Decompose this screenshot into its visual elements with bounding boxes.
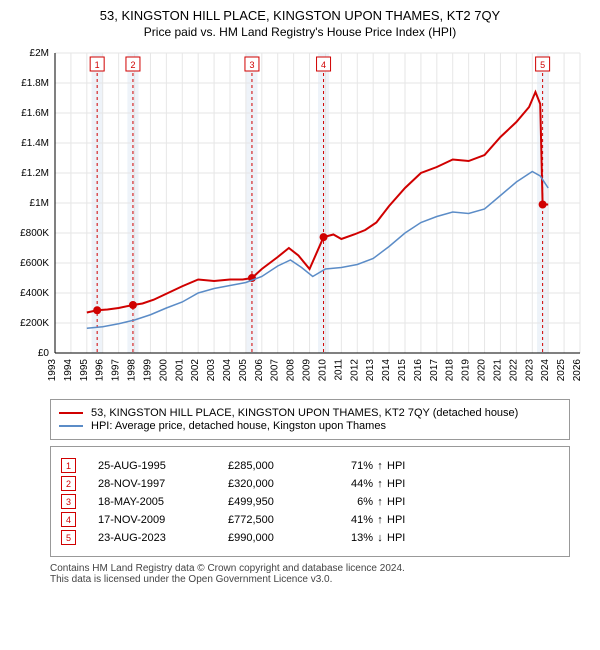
transaction-hpi-label: HPI xyxy=(387,460,417,472)
svg-text:2014: 2014 xyxy=(381,359,392,382)
chart-title-line2: Price paid vs. HM Land Registry's House … xyxy=(0,25,600,39)
legend-item: HPI: Average price, detached house, King… xyxy=(59,420,561,432)
transaction-price: £990,000 xyxy=(228,532,333,544)
transaction-marker: 1 xyxy=(61,458,76,473)
transaction-date: 25-AUG-1995 xyxy=(98,460,228,472)
svg-text:£600K: £600K xyxy=(20,258,49,269)
transaction-pct: 41% xyxy=(333,514,373,526)
footer-line2: This data is licensed under the Open Gov… xyxy=(50,574,570,585)
svg-text:1997: 1997 xyxy=(111,359,122,382)
svg-text:2002: 2002 xyxy=(190,359,201,382)
transaction-hpi-label: HPI xyxy=(387,514,417,526)
arrow-up-icon: ↑ xyxy=(373,496,387,508)
svg-text:£200K: £200K xyxy=(20,318,49,329)
svg-text:£1.4M: £1.4M xyxy=(21,138,49,149)
svg-text:2016: 2016 xyxy=(413,359,424,382)
legend-swatch xyxy=(59,412,83,414)
svg-text:2: 2 xyxy=(130,60,135,70)
transactions-table: 125-AUG-1995£285,00071%↑HPI228-NOV-1997£… xyxy=(50,446,570,557)
svg-text:3: 3 xyxy=(249,60,254,70)
svg-text:2011: 2011 xyxy=(333,359,344,381)
svg-text:2021: 2021 xyxy=(492,359,503,382)
arrow-down-icon: ↓ xyxy=(373,532,387,544)
svg-text:£1.2M: £1.2M xyxy=(21,168,49,179)
svg-text:2024: 2024 xyxy=(540,359,551,382)
svg-text:2015: 2015 xyxy=(397,359,408,382)
price-chart: £0 £200K £400K £600K £800K £1M £1.2M £1.4M £1.6M… xyxy=(0,43,600,393)
svg-text:1994: 1994 xyxy=(63,359,74,382)
svg-text:2025: 2025 xyxy=(556,359,567,382)
legend-label: HPI: Average price, detached house, King… xyxy=(91,420,386,432)
legend-item: 53, KINGSTON HILL PLACE, KINGSTON UPON T… xyxy=(59,407,561,419)
svg-text:2026: 2026 xyxy=(572,359,583,382)
transaction-marker: 4 xyxy=(61,512,76,527)
transaction-date: 28-NOV-1997 xyxy=(98,478,228,490)
svg-text:2007: 2007 xyxy=(270,359,281,382)
transaction-hpi-label: HPI xyxy=(387,478,417,490)
svg-text:2006: 2006 xyxy=(254,359,265,382)
transaction-date: 23-AUG-2023 xyxy=(98,532,228,544)
legend: 53, KINGSTON HILL PLACE, KINGSTON UPON T… xyxy=(50,399,570,440)
transaction-row: 1 25-AUG-1995£285,00071%↑HPI xyxy=(61,458,559,473)
svg-text:£1.8M: £1.8M xyxy=(21,78,49,89)
svg-text:£0: £0 xyxy=(38,348,50,359)
svg-text:1998: 1998 xyxy=(127,359,138,382)
svg-text:2022: 2022 xyxy=(508,359,519,382)
svg-text:2023: 2023 xyxy=(524,359,535,382)
transaction-pct: 71% xyxy=(333,460,373,472)
chart-title-line1: 53, KINGSTON HILL PLACE, KINGSTON UPON T… xyxy=(0,8,600,23)
svg-text:2008: 2008 xyxy=(286,359,297,382)
transaction-row: 4 17-NOV-2009£772,50041%↑HPI xyxy=(61,512,559,527)
svg-text:£800K: £800K xyxy=(20,228,49,239)
svg-text:1995: 1995 xyxy=(79,359,90,382)
svg-text:2009: 2009 xyxy=(302,359,313,382)
transaction-date: 17-NOV-2009 xyxy=(98,514,228,526)
arrow-up-icon: ↑ xyxy=(373,514,387,526)
arrow-up-icon: ↑ xyxy=(373,478,387,490)
transaction-row: 5 23-AUG-2023£990,00013%↓HPI xyxy=(61,530,559,545)
svg-text:4: 4 xyxy=(321,60,326,70)
svg-text:1996: 1996 xyxy=(95,359,106,382)
svg-text:2012: 2012 xyxy=(349,359,360,382)
transaction-marker: 2 xyxy=(61,476,76,491)
transaction-marker: 3 xyxy=(61,494,76,509)
transaction-date: 18-MAY-2005 xyxy=(98,496,228,508)
transaction-hpi-label: HPI xyxy=(387,532,417,544)
svg-text:1993: 1993 xyxy=(47,359,58,382)
svg-text:1999: 1999 xyxy=(142,359,153,382)
svg-text:2001: 2001 xyxy=(174,359,185,382)
svg-text:2017: 2017 xyxy=(429,359,440,382)
svg-text:2018: 2018 xyxy=(445,359,456,382)
svg-text:2020: 2020 xyxy=(477,359,488,382)
svg-text:1: 1 xyxy=(95,60,100,70)
svg-text:2004: 2004 xyxy=(222,359,233,382)
svg-text:2019: 2019 xyxy=(461,359,472,382)
transaction-price: £320,000 xyxy=(228,478,333,490)
footer-attribution: Contains HM Land Registry data © Crown c… xyxy=(50,563,570,585)
transaction-price: £285,000 xyxy=(228,460,333,472)
svg-text:£1.6M: £1.6M xyxy=(21,108,49,119)
transaction-pct: 6% xyxy=(333,496,373,508)
svg-text:2003: 2003 xyxy=(206,359,217,382)
legend-swatch xyxy=(59,425,83,427)
svg-text:£2M: £2M xyxy=(30,48,49,59)
transaction-marker: 5 xyxy=(61,530,76,545)
svg-text:£1M: £1M xyxy=(30,198,49,209)
svg-text:2010: 2010 xyxy=(317,359,328,382)
arrow-up-icon: ↑ xyxy=(373,460,387,472)
svg-text:5: 5 xyxy=(540,60,545,70)
transaction-hpi-label: HPI xyxy=(387,496,417,508)
svg-text:2000: 2000 xyxy=(158,359,169,382)
svg-text:2005: 2005 xyxy=(238,359,249,382)
transaction-price: £499,950 xyxy=(228,496,333,508)
transaction-pct: 44% xyxy=(333,478,373,490)
transaction-price: £772,500 xyxy=(228,514,333,526)
transaction-pct: 13% xyxy=(333,532,373,544)
legend-label: 53, KINGSTON HILL PLACE, KINGSTON UPON T… xyxy=(91,407,518,419)
svg-text:£400K: £400K xyxy=(20,288,49,299)
footer-line1: Contains HM Land Registry data © Crown c… xyxy=(50,563,570,574)
transaction-row: 2 28-NOV-1997£320,00044%↑HPI xyxy=(61,476,559,491)
svg-text:2013: 2013 xyxy=(365,359,376,382)
transaction-row: 3 18-MAY-2005£499,9506%↑HPI xyxy=(61,494,559,509)
